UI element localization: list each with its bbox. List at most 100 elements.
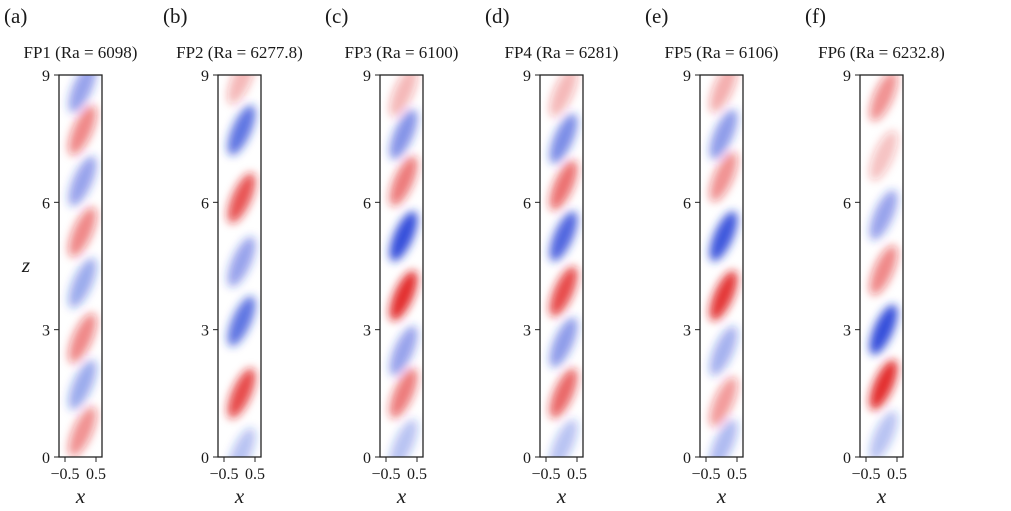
x-axis-label: x [556, 484, 567, 508]
y-tick-label: 3 [523, 323, 531, 340]
x-axis-label: x [75, 484, 86, 508]
y-tick-label: 0 [201, 450, 209, 467]
x-tick-label: −0.5 [851, 466, 880, 483]
field-band [549, 317, 578, 368]
y-tick-label: 3 [201, 323, 209, 340]
x-tick-label: −0.5 [371, 466, 400, 483]
y-tick-label: 6 [523, 195, 531, 212]
field-band [869, 190, 898, 241]
x-tick-label: −0.5 [531, 466, 560, 483]
panel-label: (c) [325, 4, 348, 28]
field-band [389, 109, 418, 160]
field-band [709, 109, 738, 160]
field-band [68, 359, 97, 410]
axes-frame [379, 74, 424, 458]
panel-4: 0 3 6 9 −0.5 0.5x (d) FP4 (Ra = 6281) [485, 4, 618, 508]
y-tick-label: 3 [683, 323, 691, 340]
x-tick-label: 0.5 [86, 466, 106, 483]
panel-title: FP5 (Ra = 6106) [665, 43, 779, 62]
field-band [68, 207, 97, 258]
field-band [389, 211, 418, 262]
field-band [869, 359, 898, 410]
y-tick-label: 0 [523, 450, 531, 467]
panel-5: 0 3 6 9 −0.5 0.5x (e) FP5 (Ra = 6106) [645, 4, 778, 508]
field-band [68, 156, 97, 207]
y-tick-label: 3 [363, 323, 371, 340]
x-tick-label: 0.5 [567, 466, 587, 483]
field-band [709, 211, 738, 262]
field-band [389, 368, 418, 419]
axes-frame [859, 74, 904, 458]
field-band [227, 236, 256, 287]
field-6 [860, 75, 903, 457]
panel-title: FP1 (Ra = 6098) [24, 43, 138, 62]
panel-6: 0 3 6 9 −0.5 0.5x (f) FP6 (Ra = 6232.8) [805, 4, 945, 508]
field-band [869, 75, 898, 122]
y-tick-label: 9 [843, 68, 851, 85]
panel-title: FP6 (Ra = 6232.8) [818, 43, 945, 62]
panel-label: (b) [163, 4, 188, 28]
y-tick-label: 6 [42, 195, 50, 212]
field-band [869, 130, 898, 181]
field-band [549, 113, 578, 164]
field-2 [218, 75, 261, 457]
field-band [68, 313, 97, 364]
y-tick-label: 0 [683, 450, 691, 467]
y-tick-label: 9 [363, 68, 371, 85]
field-5 [700, 75, 743, 457]
axes-frame [699, 74, 744, 458]
axes-frame [217, 74, 262, 458]
field-band [227, 105, 256, 156]
y-tick-label: 3 [42, 323, 50, 340]
axes-frame [539, 74, 584, 458]
y-tick-label: 6 [201, 195, 209, 212]
field-band [549, 266, 578, 317]
panel-2: 0 3 6 9 −0.5 0.5x (b) FP2 (Ra = 6277.8) [163, 4, 303, 508]
y-tick-label: 9 [523, 68, 531, 85]
y-tick-label: 6 [363, 195, 371, 212]
panel-title: FP4 (Ra = 6281) [505, 43, 619, 62]
field-band [389, 325, 418, 376]
field-band [68, 406, 97, 457]
field-band [227, 75, 256, 105]
field-band [709, 151, 738, 202]
field-band [389, 270, 418, 321]
field-band [869, 304, 898, 355]
field-band [549, 160, 578, 211]
y-tick-label: 3 [843, 323, 851, 340]
y-tick-label: 9 [42, 68, 50, 85]
y-tick-label: 6 [683, 195, 691, 212]
field-band [549, 75, 578, 117]
field-band [709, 270, 738, 321]
x-axis-label: x [716, 484, 727, 508]
x-axis-label: x [876, 484, 887, 508]
field-band [549, 368, 578, 419]
x-axis-label: x [396, 484, 407, 508]
x-tick-label: 0.5 [727, 466, 747, 483]
x-tick-label: 0.5 [887, 466, 907, 483]
x-tick-label: −0.5 [209, 466, 238, 483]
x-tick-label: −0.5 [691, 466, 720, 483]
y-tick-label: 9 [683, 68, 691, 85]
y-tick-label: 0 [42, 450, 50, 467]
field-1 [59, 75, 102, 457]
field-band [709, 325, 738, 376]
field-3 [380, 75, 423, 457]
panel-label: (a) [4, 4, 27, 28]
panel-title: FP3 (Ra = 6100) [345, 43, 459, 62]
field-band [227, 427, 256, 457]
y-tick-label: 9 [201, 68, 209, 85]
panel-1: 0 3 6 9 −0.5 0.5x z (a) FP1 (Ra = 6098) [4, 4, 137, 508]
panel-label: (f) [805, 4, 826, 28]
y-tick-label: 6 [843, 195, 851, 212]
field-band [389, 75, 418, 117]
x-tick-label: −0.5 [50, 466, 79, 483]
axes-frame [58, 74, 103, 458]
panel-label: (d) [485, 4, 510, 28]
field-band [389, 156, 418, 207]
field-band [227, 368, 256, 419]
field-band [709, 376, 738, 427]
field-band [549, 211, 578, 262]
x-tick-label: 0.5 [407, 466, 427, 483]
